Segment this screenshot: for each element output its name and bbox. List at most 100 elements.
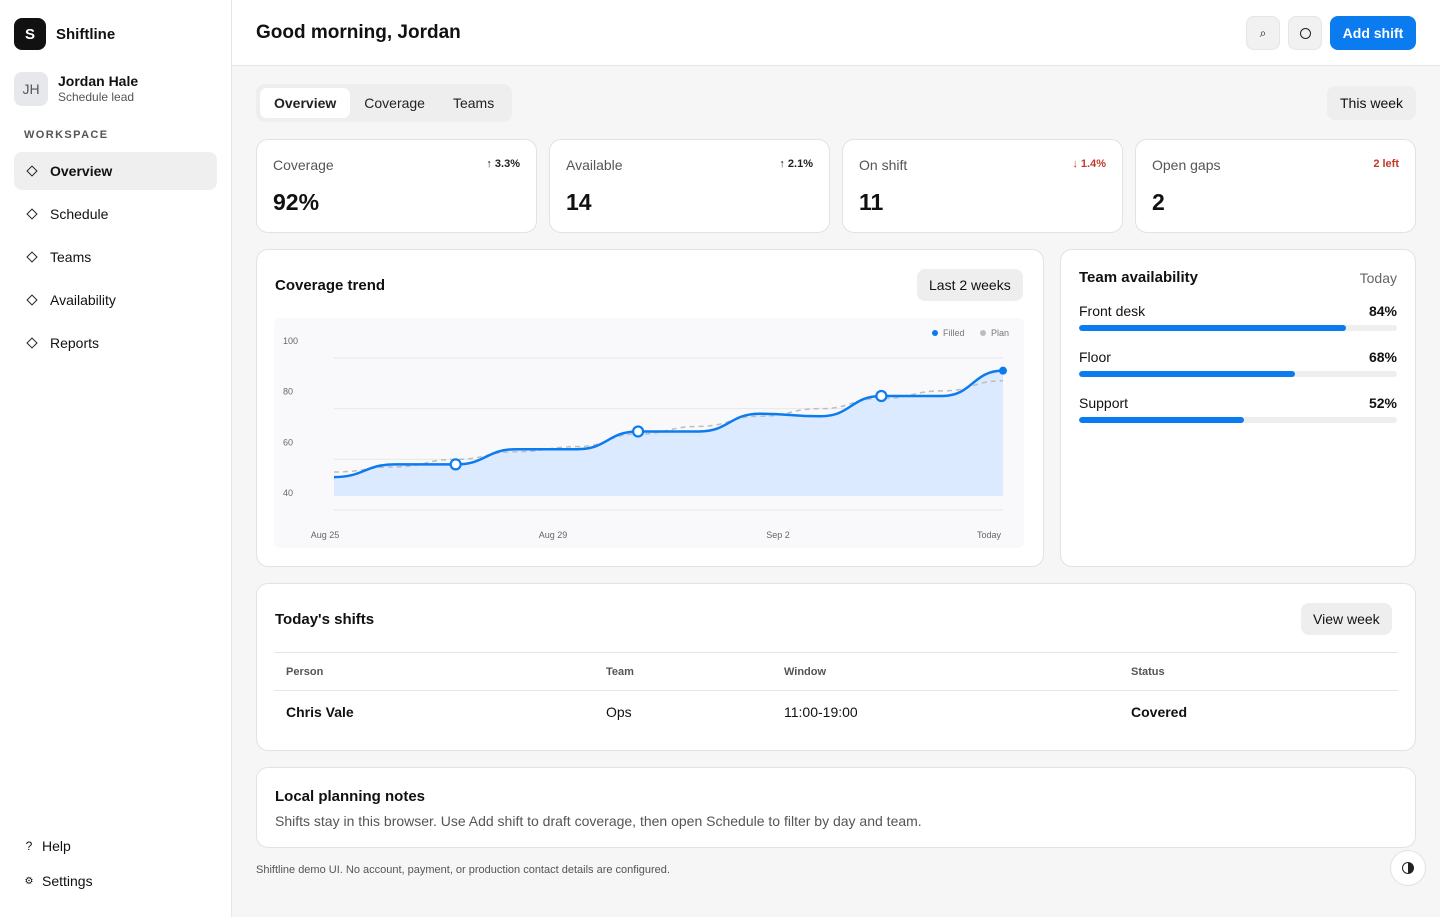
y-tick-label: 60 <box>283 437 293 447</box>
team-name: Support <box>1079 395 1129 411</box>
sidebar-item-availability[interactable]: Availability <box>14 281 217 319</box>
sidebar-item-label: Overview <box>50 163 113 179</box>
y-tick-label: 100 <box>283 336 298 346</box>
card-title: Local planning notes <box>275 788 426 805</box>
availability-period: Today <box>1359 270 1397 286</box>
chart-point[interactable] <box>875 389 888 403</box>
date-range-button[interactable]: This week <box>1327 86 1417 120</box>
cell-status: Covered <box>1131 704 1188 721</box>
theme-toggle-button[interactable] <box>1390 850 1426 886</box>
user-role: Schedule lead <box>58 90 135 104</box>
y-tick-label: 40 <box>283 488 293 498</box>
column-header-window[interactable]: Window <box>772 652 1119 691</box>
team-availability-row: Floor 68% <box>1079 349 1397 377</box>
stat-card-open-gaps: Open gaps 2 left 2 <box>1135 139 1416 233</box>
column-header-team[interactable]: Team <box>594 652 772 691</box>
team-availability-card: Team availability Today Front desk 84% Flo… <box>1060 249 1416 567</box>
sidebar-item-label: Reports <box>50 335 100 351</box>
column-header-person[interactable]: Person <box>274 652 594 691</box>
stat-label: On shift <box>859 157 908 173</box>
legend-dot-filled <box>932 330 938 336</box>
stat-card-coverage: Coverage ↑ 3.3% 92% <box>256 139 537 233</box>
user-profile[interactable]: JH Jordan Hale Schedule lead <box>14 72 138 106</box>
brand[interactable]: S Shiftline <box>14 18 115 50</box>
chart-point[interactable] <box>449 458 462 471</box>
diamond-icon <box>26 294 38 306</box>
sidebar-item-label: Availability <box>50 292 116 308</box>
shifts-table: Person Team Window Status Chris Vale Ops… <box>274 652 1398 734</box>
sidebar-item-label: Schedule <box>50 206 109 222</box>
tab-coverage[interactable]: Coverage <box>364 95 425 111</box>
stat-value: 11 <box>859 189 884 215</box>
sidebar-item-schedule[interactable]: Schedule <box>14 195 217 233</box>
sidebar-nav: Overview Schedule Teams Availability Rep… <box>14 152 217 367</box>
sidebar-item-reports[interactable]: Reports <box>14 324 217 362</box>
stat-label: Coverage <box>273 157 334 173</box>
team-availability-row: Front desk 84% <box>1079 303 1397 331</box>
contrast-icon <box>1402 862 1414 874</box>
x-tick-label: Aug 29 <box>539 530 568 540</box>
chart-endpoint[interactable] <box>999 366 1007 375</box>
coverage-chart: 100 80 60 40 Aug 25 Aug 29 Sep 2 Today Filled … <box>274 318 1024 548</box>
team-name: Front desk <box>1079 303 1146 319</box>
availability-bar-fill <box>1079 417 1245 423</box>
footer-disclaimer: Shiftline demo UI. No account, payment, … <box>256 864 670 876</box>
stat-value: 2 <box>1152 189 1165 215</box>
cell-person: Chris Vale <box>286 704 354 721</box>
stat-label: Open gaps <box>1152 157 1221 173</box>
settings-link[interactable]: ⚙ Settings <box>24 873 93 889</box>
help-label: Help <box>42 838 71 854</box>
sidebar-item-label: Teams <box>50 249 92 265</box>
table-row[interactable]: Chris Vale Ops 11:00-19:00 Covered <box>274 691 1398 734</box>
stat-delta: ↑ 3.3% <box>486 158 520 170</box>
legend-label-plan: Plan <box>991 328 1009 338</box>
sidebar: S Shiftline JH Jordan Hale Schedule lead… <box>0 0 232 917</box>
coverage-trend-card: Coverage trend Last 2 weeks 100 80 60 40 Au… <box>256 249 1044 567</box>
chart-point[interactable] <box>631 425 645 438</box>
sidebar-item-overview[interactable]: Overview <box>14 152 217 190</box>
diamond-icon <box>26 337 38 349</box>
tab-teams[interactable]: Teams <box>452 95 495 111</box>
plan-line <box>333 380 1004 473</box>
x-tick-label: Today <box>977 530 1002 540</box>
trend-range-button[interactable]: Last 2 weeks <box>917 269 1023 301</box>
legend-label-filled: Filled <box>943 328 965 338</box>
availability-bar-track <box>1079 325 1397 331</box>
stat-label: Available <box>566 157 623 173</box>
tab-overview[interactable]: Overview <box>260 88 351 118</box>
sidebar-item-teams[interactable]: Teams <box>14 238 217 276</box>
stat-delta: ↓ 1.4% <box>1072 158 1106 170</box>
add-shift-button[interactable]: Add shift <box>1330 16 1416 50</box>
y-tick-label: 80 <box>283 387 293 397</box>
settings-label: Settings <box>42 873 93 889</box>
team-percent: 52% <box>1368 395 1397 411</box>
availability-bar-track <box>1079 417 1397 423</box>
help-icon: ? <box>25 839 33 853</box>
team-availability-row: Support 52% <box>1079 395 1397 423</box>
diamond-icon <box>26 251 38 263</box>
card-title: Team availability <box>1079 269 1198 286</box>
team-percent: 84% <box>1368 303 1397 319</box>
x-tick-label: Aug 25 <box>311 530 340 540</box>
avatar: JH <box>14 72 48 106</box>
gear-icon: ⚙ <box>24 875 34 887</box>
cell-team: Ops <box>606 704 632 721</box>
x-tick-label: Sep 2 <box>766 530 790 540</box>
view-tabs: Overview Coverage Teams <box>256 84 513 122</box>
availability-bar-fill <box>1079 371 1296 377</box>
team-name: Floor <box>1079 349 1111 365</box>
view-week-button[interactable]: View week <box>1301 603 1392 635</box>
card-title: Coverage trend <box>275 277 386 294</box>
column-header-status[interactable]: Status <box>1119 652 1398 691</box>
todays-shifts-card: Today's shifts View week Person Team Win… <box>256 583 1416 751</box>
search-button[interactable]: ⌕ <box>1246 16 1280 50</box>
availability-bar-fill <box>1079 325 1347 331</box>
notes-text: Shifts stay in this browser. Use Add shi… <box>275 813 922 829</box>
page-title: Good morning, Jordan <box>256 22 461 43</box>
team-percent: 68% <box>1368 349 1397 365</box>
status-button[interactable] <box>1288 16 1322 50</box>
cell-window: 11:00-19:00 <box>784 704 858 721</box>
user-name: Jordan Hale <box>58 73 139 89</box>
help-link[interactable]: ? Help <box>24 838 71 854</box>
